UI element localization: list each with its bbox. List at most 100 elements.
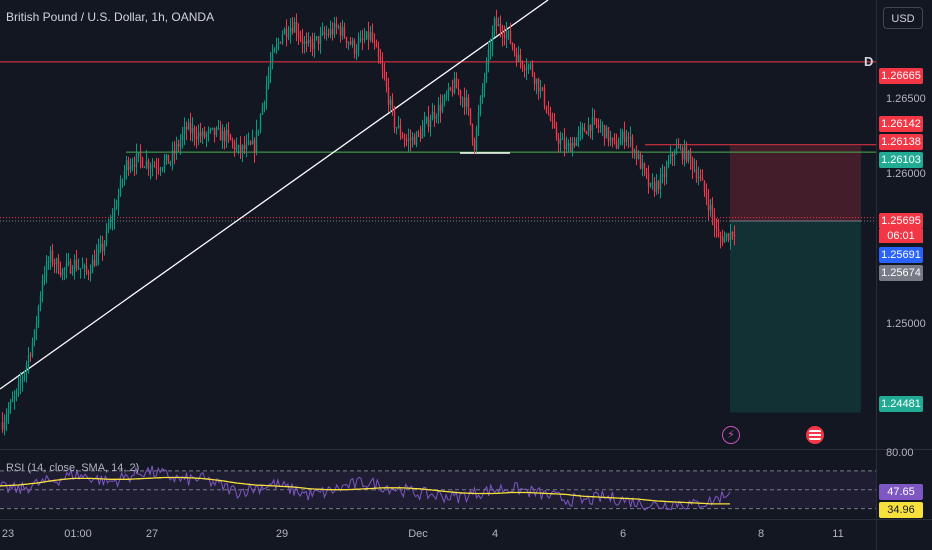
lightning-event-icon[interactable]: ⚡ xyxy=(722,426,740,444)
candle-body xyxy=(703,180,706,192)
candle-body xyxy=(711,204,714,216)
candle-body xyxy=(7,409,10,417)
candle-body xyxy=(677,147,680,149)
candle-body xyxy=(361,38,364,40)
candle-body xyxy=(167,154,170,164)
candle-body xyxy=(203,131,206,137)
candle-body xyxy=(563,138,566,149)
candle-body xyxy=(429,120,432,128)
candle-body xyxy=(605,127,608,139)
candle-body xyxy=(187,122,190,130)
currency-button[interactable]: USD xyxy=(883,7,923,29)
candle-body xyxy=(433,112,436,119)
candle-body xyxy=(353,40,356,54)
candle-body xyxy=(595,118,598,125)
candle-body xyxy=(213,127,216,135)
candle-body xyxy=(255,130,258,153)
candle-body xyxy=(307,39,310,44)
price-tick: 1.26000 xyxy=(886,168,926,180)
candle-body xyxy=(659,175,662,190)
candle-body xyxy=(113,208,116,220)
candle-body xyxy=(15,389,18,396)
candle-body xyxy=(451,89,454,93)
candle-body xyxy=(493,18,496,32)
candle-body xyxy=(477,113,480,129)
candle-body xyxy=(667,161,670,167)
candle-body xyxy=(65,263,68,269)
candle-body xyxy=(689,151,692,160)
candle-body xyxy=(265,85,268,102)
candle-body xyxy=(547,111,550,114)
candle-body xyxy=(561,138,564,140)
candle-body xyxy=(627,136,630,138)
time-axis-label: 23 xyxy=(1,528,15,540)
candle-body xyxy=(655,181,658,192)
candle-body xyxy=(463,97,466,107)
candle-body xyxy=(253,140,256,153)
candle-body xyxy=(617,144,620,149)
candle-body xyxy=(675,147,678,154)
candle-body xyxy=(529,64,532,66)
candle-body xyxy=(671,153,674,157)
candle-body xyxy=(63,268,66,270)
candle-body xyxy=(67,261,70,264)
candle-body xyxy=(515,52,518,62)
candle-body xyxy=(171,150,174,162)
candle-body xyxy=(443,95,446,103)
candle-body xyxy=(449,87,452,90)
candle-body xyxy=(629,137,632,139)
bar-countdown: 06:01 xyxy=(879,229,923,243)
candle-body xyxy=(301,38,304,44)
candle-body xyxy=(705,191,708,200)
candle-body xyxy=(695,169,698,179)
candle-body xyxy=(33,329,36,343)
candle-body xyxy=(303,41,306,44)
candle-body xyxy=(345,37,348,43)
candle-body xyxy=(467,97,470,109)
us-flag-event-icon[interactable] xyxy=(806,426,824,444)
candle-body xyxy=(501,31,504,37)
candle-body xyxy=(81,267,84,269)
candle-body xyxy=(641,163,644,169)
trend-line xyxy=(0,0,549,390)
candle-body xyxy=(207,130,210,135)
rsi-sma-line xyxy=(0,476,730,505)
time-axis-label: Dec xyxy=(408,528,428,540)
position-reward-zone xyxy=(730,220,861,413)
candle-body xyxy=(441,102,444,112)
candle-body xyxy=(551,120,554,122)
candle-body xyxy=(311,42,314,49)
candle-body xyxy=(99,243,102,249)
candle-body xyxy=(615,140,618,149)
candle-body xyxy=(131,165,134,167)
candle-body xyxy=(21,378,24,383)
candle-body xyxy=(71,271,74,274)
candle-body xyxy=(713,215,716,227)
candle-body xyxy=(23,372,26,379)
candle-body xyxy=(589,124,592,131)
candle-body xyxy=(399,125,402,136)
rsi-indicator-title[interactable]: RSI (14, close, SMA, 14, 2) xyxy=(6,462,140,474)
candle-body xyxy=(545,105,548,112)
candle-body xyxy=(241,145,244,152)
stop-loss-price-tag-2: 1.26138 xyxy=(879,134,923,150)
candle-body xyxy=(29,355,32,357)
candle-body xyxy=(377,47,380,57)
candle-body xyxy=(313,37,316,49)
candle-body xyxy=(639,154,642,169)
candle-body xyxy=(85,265,88,273)
candle-body xyxy=(13,395,16,400)
candle-body xyxy=(621,131,624,139)
candle-body xyxy=(683,146,686,160)
candle-body xyxy=(251,140,254,145)
candle-body xyxy=(637,154,640,159)
time-axis-label: 27 xyxy=(145,528,159,540)
candle-body xyxy=(387,87,390,105)
candle-body xyxy=(339,26,342,36)
candle-body xyxy=(293,22,296,33)
candle-body xyxy=(137,152,140,154)
candle-body xyxy=(343,27,346,38)
candle-body xyxy=(119,180,122,195)
candle-body xyxy=(165,154,168,161)
